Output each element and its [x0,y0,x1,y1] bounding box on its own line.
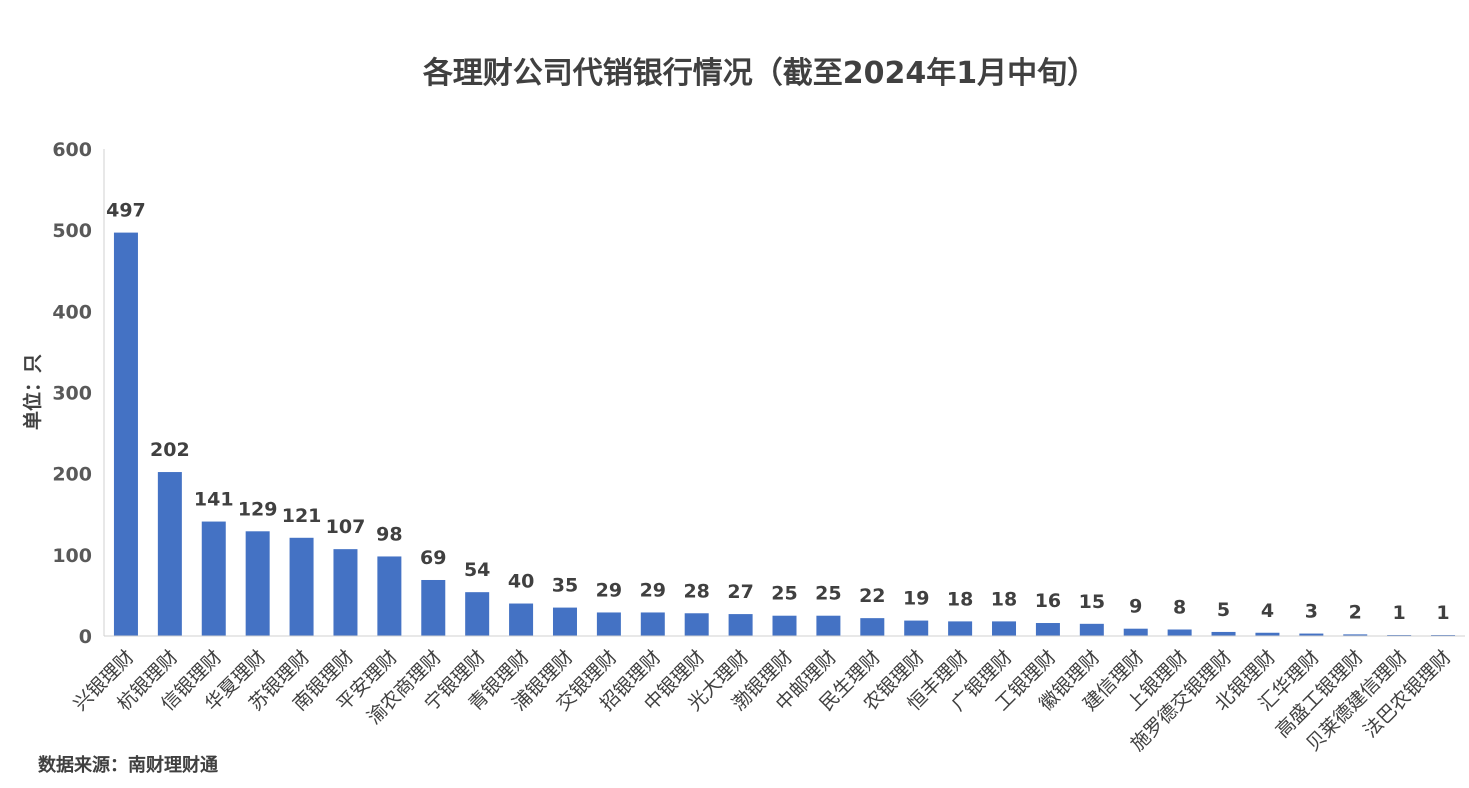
bar-value-label: 2 [1349,601,1362,623]
bar-value-label: 129 [238,498,278,520]
bar-value-label: 5 [1217,599,1230,621]
bar [1079,623,1104,636]
bar [772,615,797,636]
bar [157,472,182,636]
bar-value-label: 25 [815,583,841,605]
y-tick-label: 200 [52,464,92,486]
bar-value-label: 18 [991,588,1017,610]
bar [201,521,226,636]
bar [684,613,709,636]
bar [860,618,885,636]
bar [904,620,929,636]
bar-value-label: 29 [596,579,622,601]
chart-title: 各理财公司代销银行情况（截至2024年1月中旬） [422,56,1097,91]
bar [1123,628,1148,636]
y-axis-ticks: 0 100 200 300 400 500 600 [52,139,92,648]
bar [728,614,753,636]
bar-value-label: 28 [683,580,709,602]
y-tick-label: 0 [79,626,92,648]
bar-value-label: 1 [1393,602,1406,624]
bar-value-label: 141 [194,489,234,511]
y-tick-label: 300 [52,383,92,405]
bar-value-label: 121 [282,505,322,527]
bar [948,621,973,636]
bar-value-label: 202 [150,439,190,461]
bar-value-label: 497 [106,200,146,222]
bar-value-label: 40 [508,571,534,593]
bar [113,232,138,636]
y-tick-label: 400 [52,301,92,323]
bar-value-label: 16 [1035,590,1061,612]
bar [596,612,621,636]
bar-value-label: 27 [727,581,753,603]
bar [245,531,270,636]
bar-value-label: 8 [1173,597,1186,619]
bar-value-label: 54 [464,559,490,581]
bars-group [113,232,1456,636]
bar-value-label: 69 [420,547,446,569]
bar [640,612,665,636]
bar [465,592,490,636]
bar [289,537,314,636]
y-axis-label: 单位：只 [21,354,44,430]
bar-value-label: 35 [552,575,578,597]
bar [552,607,577,636]
bar-value-label: 1 [1436,602,1449,624]
bar [1211,631,1236,636]
bar-value-label: 4 [1261,600,1274,622]
category-labels-group: 兴银理财杭银理财信银理财华夏理财苏银理财南银理财平安理财渝农商理财宁银理财青银理… [69,646,1455,756]
bar-value-label: 22 [859,585,885,607]
bar-value-label: 107 [326,516,366,538]
bar [1035,623,1060,636]
bar [509,603,534,636]
y-tick-label: 600 [52,139,92,161]
y-tick-label: 100 [52,545,92,567]
bar-value-label: 9 [1129,596,1142,618]
bar-value-label: 15 [1079,591,1105,613]
bar-value-label: 18 [947,588,973,610]
bar [333,549,358,636]
bar [816,615,841,636]
bar [1299,633,1324,636]
bar-value-label: 29 [640,579,666,601]
bar [1343,634,1368,636]
bar [992,621,1017,636]
bar-value-label: 98 [376,523,402,545]
bar-value-label: 19 [903,588,929,610]
bar [1167,629,1192,636]
source-label: 数据来源：南财理财通 [38,754,218,776]
bar [421,579,446,636]
bar [1255,632,1280,636]
bar [377,556,402,636]
bar-value-label: 3 [1305,601,1318,623]
y-tick-label: 500 [52,220,92,242]
bar-value-label: 25 [771,583,797,605]
